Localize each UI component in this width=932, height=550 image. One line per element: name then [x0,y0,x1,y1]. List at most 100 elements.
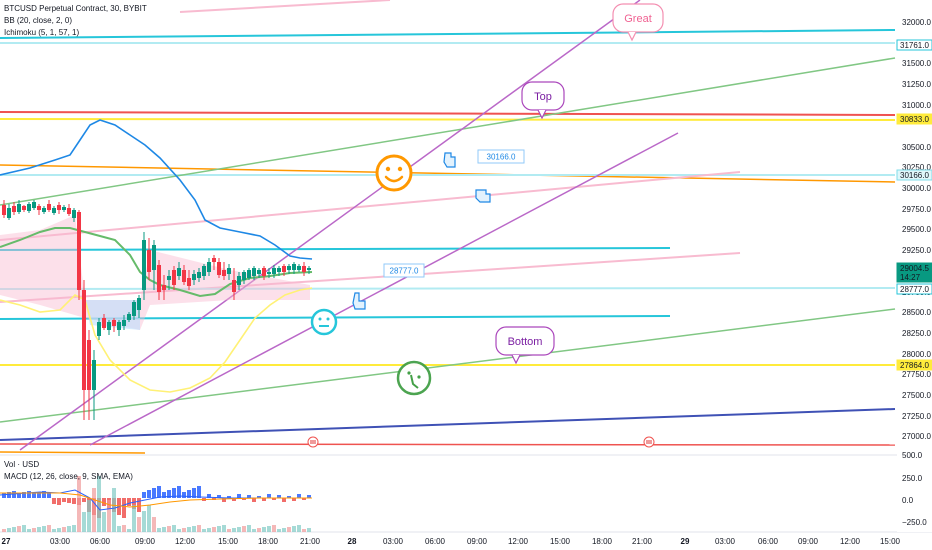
time-tick-label: 03:00 [715,537,736,546]
volume-bar [227,529,231,532]
time-tick-label: 06:00 [758,537,779,546]
price-tick-label: 31250.0 [902,80,931,89]
macd-bar [182,492,186,498]
macd-bar [22,492,26,498]
volume-bar [77,476,81,532]
candle [162,275,166,300]
volume-bar [167,526,171,532]
price-tick-label: 28500.0 [902,308,931,317]
svg-text:Bottom: Bottom [508,336,543,348]
price-label-28777[interactable]: 28777.0 [383,263,425,278]
macd-histogram [2,476,311,532]
price-tick-label: 29500.0 [902,225,931,234]
candlesticks[interactable] [2,200,311,420]
candle [7,204,11,220]
green-lower-channel [0,308,896,423]
candle [302,262,306,276]
callout-top[interactable]: Top [521,81,565,120]
macd-bar [52,498,56,504]
macd-bar [167,490,171,498]
volume-bar [67,526,71,532]
volume-bar [2,529,6,532]
price-tag[interactable]: 30166.0 [896,169,932,181]
price-tick-label: 31000.0 [902,101,931,110]
price-tag[interactable]: 14:27 [896,271,932,283]
macd-bar [47,493,51,498]
time-tick-label: 09:00 [467,537,488,546]
pointing-hand-icon[interactable] [443,152,456,168]
price-tick-label: 32000.0 [902,18,931,27]
candle [62,205,66,212]
candle [72,208,76,222]
volume-bar [287,527,291,532]
macd-bar [72,498,76,504]
macd-bar [222,498,226,502]
macd-bar [82,498,86,502]
macd-bar [207,494,211,498]
price-tick-label: 27250.0 [902,412,931,421]
bb-legend[interactable]: BB (20, close, 2, 0) [4,16,73,25]
price-tag[interactable]: 31761.0 [896,39,932,51]
event-flag-icon[interactable] [307,436,319,448]
candle [92,350,96,420]
orange-bottom-line [0,451,146,454]
ichimoku-legend[interactable]: Ichimoku (5, 1, 57, 1) [4,28,80,37]
happy-face-icon[interactable] [375,154,413,192]
volume-bar [87,500,91,532]
time-tick-label: 27 [2,537,11,546]
price-axis[interactable]: 32000.0 31500.0 31250.0 31000.0 30500.0 30250… [896,0,932,532]
candle [297,264,301,272]
svg-text:Great: Great [624,13,652,25]
volume-legend[interactable]: Vol · USD [4,460,40,469]
macd-bar [267,494,271,498]
candle [102,314,106,330]
volume-bar [22,525,26,532]
volume-bar [182,528,186,532]
price-tick-label: 31500.0 [902,59,931,68]
candle [192,270,196,285]
macd-bar [147,490,151,498]
macd-legend[interactable]: MACD (12, 26, close, 9, SMA, EMA) [4,472,133,481]
candle [152,240,156,290]
drawing-lines[interactable] [0,0,896,454]
svg-text:28777.0: 28777.0 [900,285,929,294]
candle [247,268,251,280]
macd-bar [122,498,126,518]
candle [37,204,41,215]
neutral-face-icon[interactable] [310,308,338,336]
callout-bottom[interactable]: Bottom [495,326,555,365]
volume-bar [217,526,221,532]
price-tick-label: 28250.0 [902,329,931,338]
symbol-legend[interactable]: BTCUSD Perpetual Contract, 30, BYBIT [4,4,147,13]
macd-bar [7,492,11,498]
sad-face-icon[interactable] [396,360,432,396]
volume-macd-pane[interactable] [0,476,312,532]
candle [212,255,216,270]
pointing-hand-icon-2[interactable] [475,189,491,203]
volume-tick-label: 500.0 [902,451,923,460]
volume-bar [112,488,116,532]
svg-text:Top: Top [534,91,552,103]
price-tick-label: 29250.0 [902,246,931,255]
event-flag-icon-2[interactable] [643,436,655,448]
macd-bar [172,488,176,498]
volume-bar [92,488,96,532]
price-tag[interactable]: 27864.0 [896,359,932,371]
volume-bar [137,517,141,532]
candle [22,205,26,212]
price-tag[interactable]: 28777.0 [896,283,932,295]
pink-low-line [0,252,741,303]
macd-bar [27,491,31,498]
macd-bar [37,492,41,498]
macd-bar [257,496,261,498]
macd-bar [237,494,241,498]
macd-bar [142,492,146,498]
price-tag[interactable]: 30833.0 [896,113,932,125]
pointing-hand-icon-3[interactable] [352,292,366,310]
time-axis[interactable]: 27 03:00 06:00 09:00 12:00 15:00 18:00 21:00 28 0… [2,537,901,546]
macd-bar [42,491,46,498]
macd-bar [102,498,106,506]
callout-great[interactable]: Great [612,3,664,42]
price-label-30166[interactable]: 30166.0 [477,149,525,164]
